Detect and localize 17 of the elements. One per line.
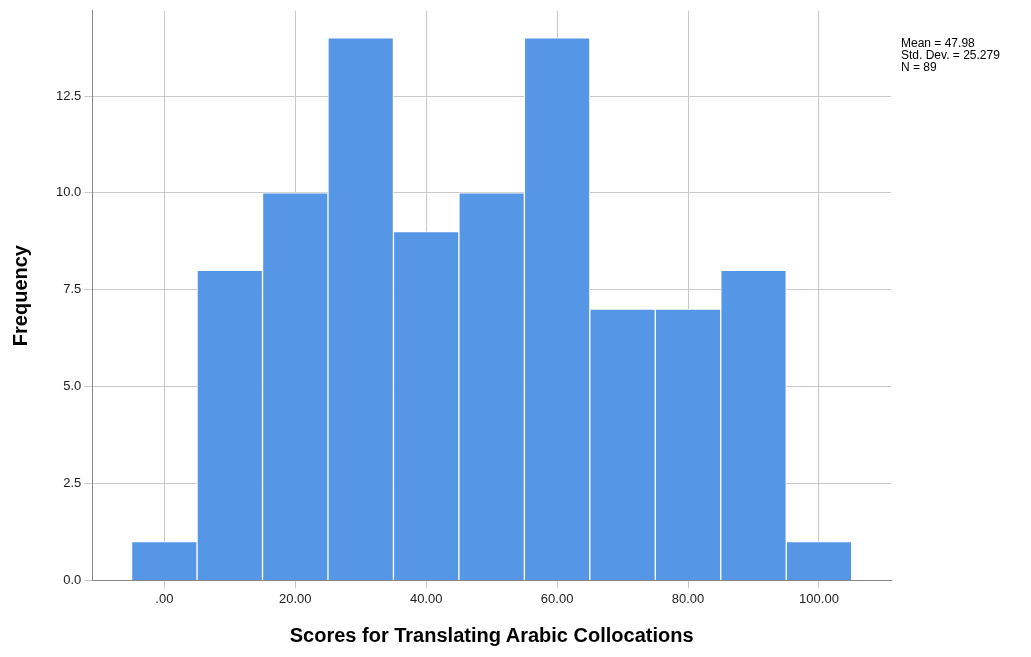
text: Mean = 47.98	[901, 36, 976, 51]
y-tick-label: 12.5	[55, 87, 82, 103]
text: Std. Dev. = 25.279	[901, 48, 1001, 63]
text: N = 89	[901, 60, 938, 75]
x-tick-label: 80.00	[671, 590, 705, 606]
x-tick-label: .00	[155, 590, 174, 606]
y-tick-label: 10.0	[55, 184, 82, 200]
x-tick-label: 100.00	[799, 590, 839, 606]
y-tick-label: 0.0	[63, 571, 82, 587]
y-axis-title: Frequency	[8, 244, 31, 347]
x-tick-label: 40.00	[409, 590, 443, 606]
y-tick-label: 5.0	[63, 378, 82, 394]
x-tick-label: 20.00	[278, 590, 312, 606]
x-tick-label: 60.00	[540, 590, 574, 606]
y-tick-label: 7.5	[63, 281, 82, 297]
y-tick-label: 2.5	[63, 475, 82, 491]
x-axis-title: Scores for Translating Arabic Collocations	[289, 623, 694, 646]
